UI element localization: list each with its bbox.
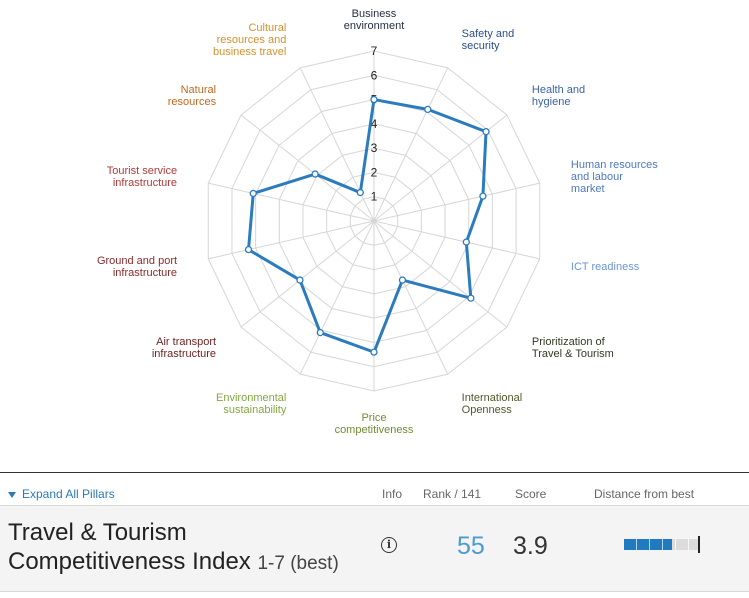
grid-spoke [373,182,540,222]
data-point [356,188,364,197]
axis-label: Price competitiveness [335,412,414,436]
grid-spoke [240,114,375,222]
radar-chart: 1234567BusinessenvironmentSafety andsecu… [97,8,658,436]
data-point [370,348,378,356]
axis-label: Cultural resources and business travel [213,22,286,58]
grid-spoke [299,220,375,375]
column-header-info: Info [382,487,403,501]
ring-label: 2 [371,165,378,179]
index-title: Travel & Tourism Competitiveness Index 1… [8,518,368,578]
data-point [467,294,475,302]
data-point [311,170,319,178]
data-point [370,95,378,104]
ring-label: 7 [371,44,378,58]
axis-label: Air transport infrastructure [152,336,216,360]
data-point [296,276,304,284]
index-title-line1: Travel & Tourism [8,519,187,546]
data-point [249,189,257,198]
grid-spoke [373,220,540,260]
expand-all-pillars-link[interactable]: Expand All Pillars [8,487,115,501]
grid-spoke [373,220,449,375]
index-row[interactable]: Travel & Tourism Competitiveness Index 1… [0,505,749,592]
expand-all-label: Expand All Pillars [22,487,115,501]
axis-label: Natural resources [168,84,217,108]
axis-label: Prioritization of Travel & Tourism [532,336,614,360]
pillar-table-header: Expand All Pillars Info Rank / 141 Score… [0,481,749,505]
index-title-line2: Competitiveness Index [8,548,251,575]
index-range: 1-7 (best) [257,553,339,574]
column-header-distance: Distance from best [594,487,695,501]
ring-label: 1 [371,190,378,204]
data-point [244,245,253,254]
data-point [424,105,432,114]
distance-bar-fill [624,539,673,550]
grid-spoke [208,182,375,222]
column-header-rank: Rank / 141 [423,487,482,501]
ring-label: 6 [371,68,378,82]
axis-label: Human resources and labour market [571,159,658,195]
caret-down-icon [8,491,16,498]
distance-best-marker [698,536,700,553]
rank-value: 55 [457,532,485,560]
axis-label: International Openness [462,392,523,416]
panel-divider [0,472,749,473]
data-point [482,128,490,136]
grid-spoke [373,220,508,328]
column-header-score: Score [515,487,547,501]
ring-label: 3 [371,141,378,155]
axis-label: Health and hygiene [532,84,585,108]
axis-label: Ground and port infrastructure [97,255,177,279]
data-point [398,276,407,284]
score-value: 3.9 [513,532,548,560]
axis-label: Business environment [344,8,405,32]
axis-label: ICT readiness [571,261,640,273]
axis-label: Safety and security [462,28,515,52]
data-point [316,328,324,337]
axis-label: Tourist service infrastructure [107,165,177,189]
grid-spoke [208,220,375,260]
data-point [479,192,487,200]
axis-label: Environmental sustainability [216,392,287,416]
grid-spoke [299,67,375,222]
distance-from-best-bar [624,539,698,550]
info-icon[interactable]: i [381,537,397,553]
grid-spoke [240,220,375,328]
data-point [462,238,470,246]
grid-spoke [373,67,449,222]
ring-label: 4 [371,117,378,131]
